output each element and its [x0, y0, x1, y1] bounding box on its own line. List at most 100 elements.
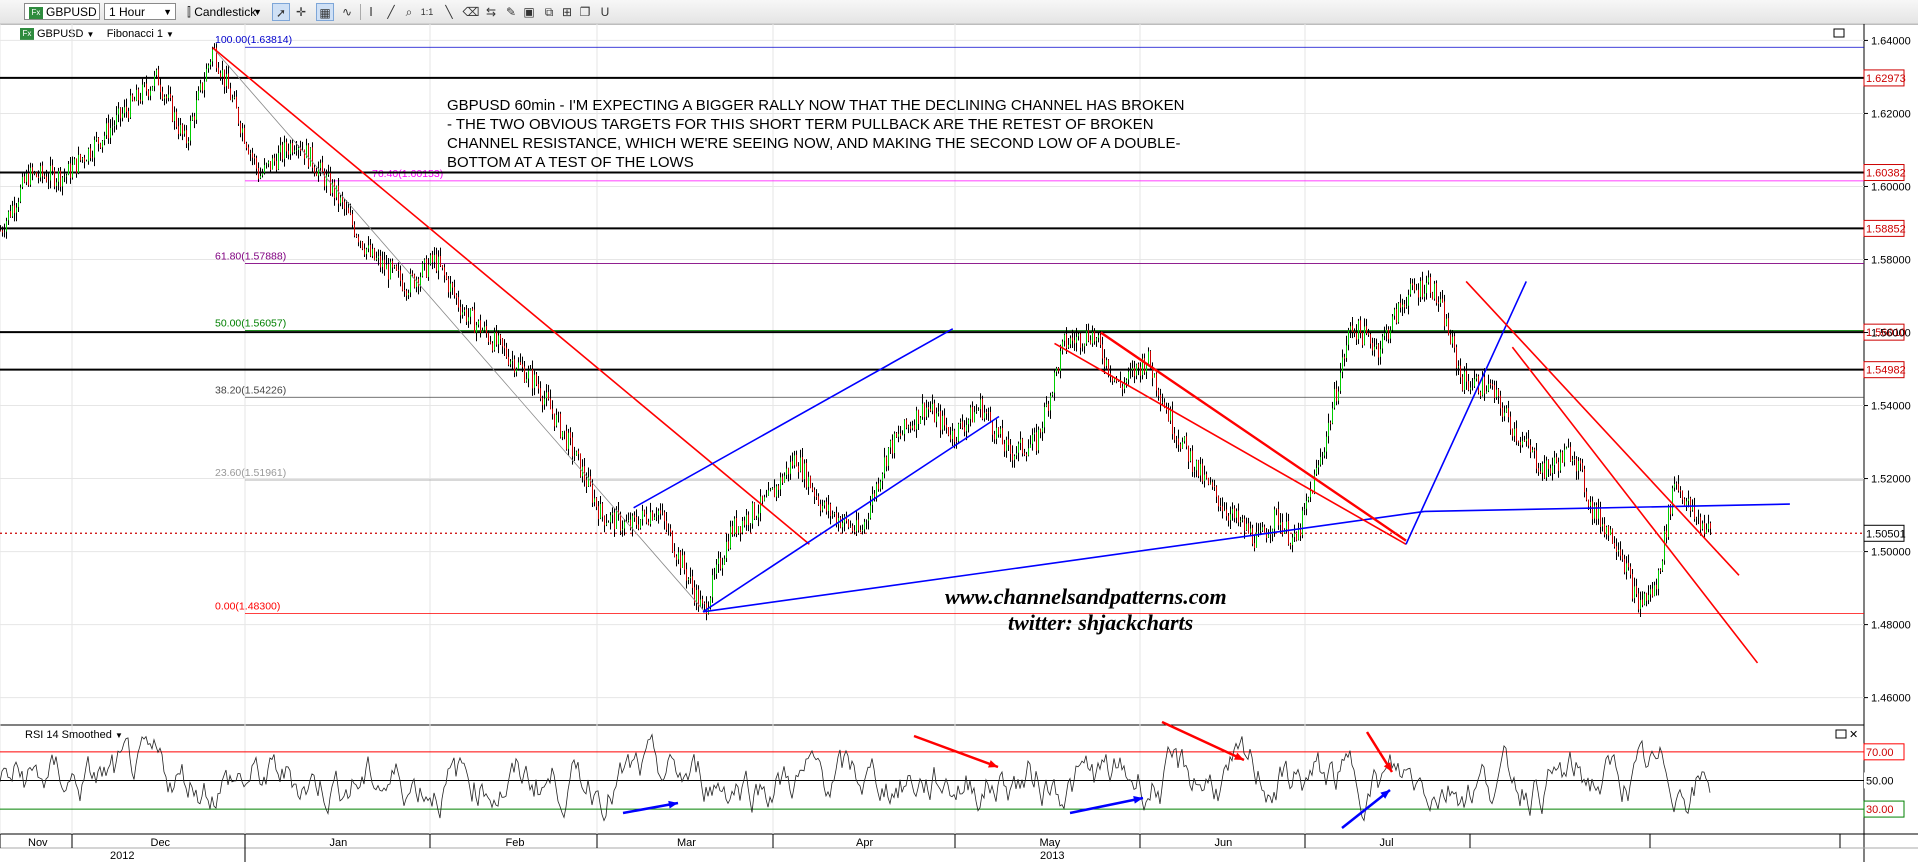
fib-level-label: 76.40(1.60153) — [372, 168, 443, 180]
interval-select[interactable]: 1 Hour ▼ — [104, 3, 176, 20]
red-divergence-arrow — [1161, 720, 1245, 762]
line-tool-icon[interactable]: ╱ — [387, 5, 395, 19]
red-resistance-line — [212, 47, 810, 545]
y-tick-label: 1.46000 — [1871, 693, 1911, 705]
level-box — [1863, 219, 1905, 237]
x-axis: Nov Dec Jan Feb Mar Apr May Jun Jul 2012 2013 — [0, 834, 1841, 862]
template-icon[interactable]: ▣ — [523, 5, 535, 19]
fib-level-label: 61.80(1.57888) — [215, 251, 286, 263]
chevron-down-icon: ▼ — [253, 7, 262, 17]
chevron-down-icon[interactable]: ▼ — [166, 30, 174, 39]
rsi-level-label: 30.00 — [1866, 804, 1894, 816]
magnet-u-icon[interactable]: U — [600, 5, 610, 19]
fx-icon: Fx — [29, 6, 43, 19]
trendlines[interactable] — [212, 47, 1790, 664]
chart-frame — [0, 23, 1918, 862]
fib-level-label: 50.00(1.56057) — [215, 317, 286, 329]
watermark-twitter: twitter: shjackcharts — [1008, 610, 1193, 635]
fib-trend-line — [212, 47, 706, 613]
copy-icon[interactable]: ❐ — [579, 5, 591, 19]
blue-support-line — [1424, 503, 1790, 513]
red-declining-channel-upper — [1465, 280, 1740, 576]
compare-icon[interactable]: ⇆ — [485, 5, 497, 19]
indicator-icon[interactable]: ∿ — [341, 5, 353, 19]
rsi-level-box — [1864, 772, 1904, 789]
last-price-label: 1.50501 — [1866, 528, 1906, 540]
y-tick-label: 1.48000 — [1871, 620, 1911, 632]
symbol-field[interactable]: Fx GBPUSD — [24, 3, 100, 20]
blue-channel-upper — [633, 328, 954, 509]
y-tick-label: 1.54000 — [1871, 401, 1911, 413]
fib-level-label: 100.00(1.63814) — [215, 34, 292, 46]
red-channel-line — [1054, 342, 1407, 545]
export-icon[interactable]: ⊞ — [561, 5, 573, 19]
rsi-level-box — [1863, 800, 1905, 818]
blue-divergence-arrow — [622, 801, 679, 815]
chevron-down-icon[interactable]: ▼ — [115, 731, 123, 740]
blue-divergence-arrow — [1380, 790, 1390, 799]
zoom-in-icon[interactable]: ⌕ — [405, 5, 413, 19]
layout-icon[interactable]: ⧉ — [544, 5, 554, 19]
price-levels[interactable]: 1.62973 1.60382 1.58852 1.56010 1.54982 1.505… — [0, 69, 1906, 542]
x-year-label: 2013 — [1040, 850, 1064, 862]
chart-style-value: Candlestick — [194, 5, 257, 19]
one-to-one-icon[interactable]: 1:1 — [420, 7, 434, 17]
blue-channel-lower — [702, 415, 1000, 613]
chart-annotation: GBPUSD 60min - I'M EXPECTING A BIGGER RA… — [447, 97, 1184, 171]
rsi-level-label: 50.00 — [1866, 775, 1894, 787]
interval-value: 1 Hour — [109, 5, 146, 19]
crosshair-icon[interactable]: ✛ — [295, 5, 307, 19]
fibonacci-retracement[interactable]: 100.00(1.63814) 76.40(1.60153) 61.80(1.578… — [215, 34, 1864, 615]
chevron-down-icon: ▼ — [163, 7, 172, 17]
magnet-icon[interactable]: ✎ — [505, 5, 517, 19]
chart-style-select[interactable]: ⫿ Candlestick ▼ — [182, 3, 266, 20]
level-label: 1.56010 — [1866, 327, 1906, 339]
x-tick-label: Jun — [1215, 837, 1233, 849]
y-tick-label: 1.62000 — [1871, 108, 1911, 120]
x-tick-label: Nov — [28, 837, 48, 849]
level-label: 1.58852 — [1866, 223, 1906, 235]
maximize-icon[interactable] — [1835, 729, 1847, 739]
level-box — [1863, 361, 1905, 379]
watermark: www.channelsandpatterns.com twitter: shj… — [945, 584, 1227, 635]
y-axis: 1.64000 1.62000 1.60000 1.58000 1.56000 1.540… — [1864, 35, 1911, 705]
y-tick-label: 1.64000 — [1871, 35, 1911, 47]
eraser-icon[interactable]: ⌫ — [462, 5, 480, 19]
x-tick-label: Dec — [151, 837, 171, 849]
symbol-value: GBPUSD — [46, 5, 97, 19]
draw-line-icon[interactable]: ╲ — [445, 5, 453, 19]
annotation-line-4: BOTTOM AT A TEST OF THE LOWS — [447, 154, 694, 171]
rsi-label[interactable]: RSI 14 Smoothed — [25, 729, 112, 741]
fib-level-label: 23.60(1.51961) — [215, 467, 286, 479]
level-label: 1.60382 — [1866, 168, 1906, 180]
annotation-line-3: CHANNEL RESISTANCE, WHICH WE'RE SEEING N… — [447, 135, 1181, 152]
y-tick-label: 1.52000 — [1871, 474, 1911, 486]
red-divergence-arrow — [1234, 752, 1244, 760]
level-label: 1.62973 — [1866, 73, 1906, 85]
rsi-level-box — [1863, 743, 1905, 761]
close-icon[interactable]: ✕ — [1849, 729, 1858, 741]
select-arrow-icon[interactable]: ➚ — [272, 3, 290, 21]
legend-study[interactable]: Fibonacci 1 — [106, 28, 163, 40]
rsi-line — [0, 733, 1711, 822]
blue-divergence-arrow — [1069, 796, 1144, 815]
last-price-box — [1863, 524, 1905, 542]
candlestick-icon: ⫿ — [187, 5, 191, 19]
toolbar: Fx GBPUSD 1 Hour ▼ ⫿ Candlestick ▼ ➚ ✛ ▦ ∿ … — [0, 0, 1918, 25]
grid-icon[interactable]: ▦ — [316, 3, 334, 21]
text-tool-icon[interactable]: Ⅰ — [369, 5, 373, 19]
blue-divergence-arrow — [1341, 789, 1391, 829]
red-divergence-arrow — [988, 760, 998, 768]
fx-icon: Fx — [20, 28, 34, 41]
level-label: 1.54982 — [1866, 365, 1906, 377]
chevron-down-icon[interactable]: ▼ — [86, 30, 95, 39]
x-tick-label: Feb — [506, 837, 525, 849]
red-declining-channel-lower — [1511, 346, 1759, 664]
x-tick-label: Jul — [1380, 837, 1394, 849]
annotation-line-1: GBPUSD 60min - I'M EXPECTING A BIGGER RA… — [447, 97, 1184, 114]
y-tick-label: 1.56000 — [1871, 328, 1911, 340]
x-tick-label: May — [1040, 837, 1061, 849]
red-divergence-arrow — [1383, 762, 1392, 772]
x-tick-label: Mar — [677, 837, 696, 849]
